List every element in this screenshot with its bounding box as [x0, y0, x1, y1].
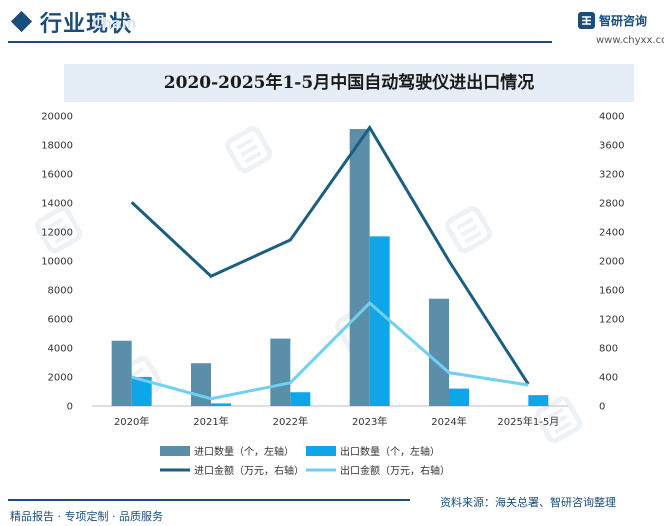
- brand-name: 智研咨询: [599, 14, 648, 28]
- section-title: 行业现状: [40, 12, 133, 37]
- brand-url: www.chyxx.com: [596, 35, 664, 46]
- import-qty-bar-4: [429, 298, 449, 406]
- y-right-tick-label: 3200: [599, 170, 624, 181]
- left-axis: 0 2000 4000 6000 8000 10000 12000 14000 16000 180…: [41, 112, 73, 413]
- import-amount-line: [130, 124, 530, 386]
- watermark-2: [445, 206, 493, 254]
- x-tick-label: 2021年: [193, 415, 228, 428]
- x-tick-label: 2025年1-5月: [497, 415, 559, 428]
- header-divider: [8, 41, 552, 43]
- y-left-tick-label: 16000: [41, 170, 73, 181]
- y-left-tick-label: 18000: [41, 141, 73, 152]
- watermark-1: [225, 126, 273, 174]
- legend-swatch: [306, 446, 336, 456]
- watermark-5: [535, 396, 583, 444]
- legend: 进口数量（个，左轴） 出口数量（个，左轴） 进口金额（万元，右轴） 出口金额（万元，右…: [160, 445, 450, 477]
- export-qty-bar-2: [290, 392, 311, 406]
- export-amount-line: [131, 300, 529, 401]
- y-left-tick-label: 10000: [41, 257, 73, 268]
- footer-divider: [8, 499, 410, 501]
- y-right-tick-label: 2400: [599, 228, 624, 239]
- legend-label: 出口数量（个，左轴）: [340, 445, 440, 458]
- footer-slogan: 精品报告 · 专项定制 · 品质服务: [10, 510, 163, 523]
- header: 行业现状 Chain 智研咨询 www.chyxx.com: [0, 0, 664, 46]
- y-left-tick-label: 0: [67, 402, 73, 413]
- x-tick-label: 2022年: [273, 415, 308, 428]
- legend-label: 进口数量（个，左轴）: [194, 445, 294, 458]
- export-qty-bar-1: [211, 403, 231, 406]
- y-right-tick-label: 1200: [599, 315, 624, 326]
- y-right-tick-label: 800: [599, 344, 618, 355]
- brand-logo-icon: [578, 12, 595, 29]
- y-right-tick-label: 1600: [599, 286, 624, 297]
- footer-source: 资料来源：海关总署、智研咨询整理: [440, 496, 616, 509]
- x-tick-label: 2020年: [114, 415, 149, 428]
- import-qty-bar-1: [191, 363, 211, 406]
- legend-label: 出口金额（万元，右轴）: [340, 464, 450, 477]
- legend-swatch: [160, 446, 190, 456]
- import-qty-bar-0: [111, 340, 132, 406]
- y-left-tick-label: 14000: [41, 199, 73, 210]
- y-right-tick-label: 4000: [599, 112, 624, 123]
- y-right-tick-label: 2000: [599, 257, 624, 268]
- y-left-tick-label: 20000: [41, 112, 73, 123]
- watermark-0: [35, 206, 83, 254]
- export-qty-bar-0: [131, 377, 152, 406]
- import-qty-bar-3: [349, 129, 370, 407]
- x-tick-label: 2024年: [431, 415, 466, 428]
- import-qty-bar-2: [270, 338, 291, 406]
- legend-label: 进口金额（万元，右轴）: [194, 464, 304, 477]
- y-left-tick-label: 4000: [48, 344, 73, 355]
- y-left-tick-label: 2000: [48, 373, 73, 384]
- y-left-tick-label: 12000: [41, 228, 73, 239]
- y-right-tick-label: 3600: [599, 141, 624, 152]
- y-right-tick-label: 0: [599, 402, 605, 413]
- brand-logo: 智研咨询: [578, 12, 647, 29]
- y-left-tick-label: 6000: [48, 315, 73, 326]
- right-axis: 0 400 800 1200 1600 2000 2400 2800 3200 3600 4000: [599, 112, 624, 413]
- lines-layer: [130, 124, 530, 401]
- chart-title: 2020-2025年1-5月中国自动驾驶仪进出口情况: [163, 73, 535, 93]
- chart-title-bar: 2020-2025年1-5月中国自动驾驶仪进出口情况: [64, 64, 634, 102]
- export-qty-bar-3: [369, 236, 390, 406]
- export-qty-bar-4: [449, 388, 469, 406]
- title-watermark: Chain: [92, 16, 137, 32]
- export-qty-bar-5: [528, 395, 549, 406]
- bars-layer: [111, 129, 549, 407]
- y-right-tick-label: 400: [599, 373, 618, 384]
- x-axis: 2020年 2021年 2022年 2023年 2024年 2025年1-5月: [114, 415, 559, 428]
- y-right-tick-label: 2800: [599, 199, 624, 210]
- x-tick-label: 2023年: [352, 415, 387, 428]
- y-left-tick-label: 8000: [48, 286, 73, 297]
